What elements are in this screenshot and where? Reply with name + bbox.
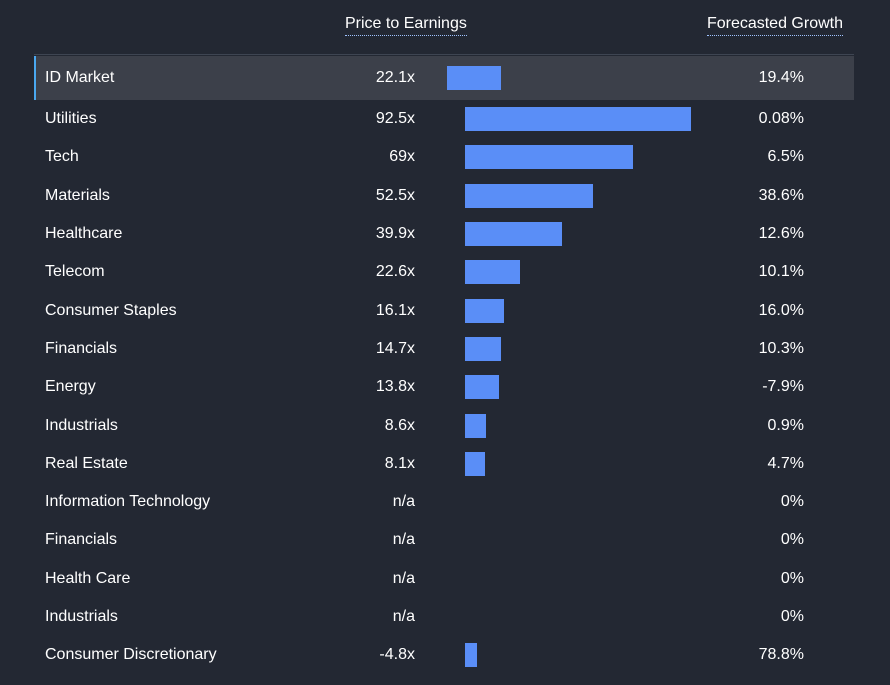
sector-row[interactable]: Telecom 22.6x 10.1%	[34, 253, 854, 291]
pe-column-header[interactable]: Price to Earnings	[345, 14, 467, 36]
pe-bar	[465, 145, 634, 170]
market-row[interactable]: ID Market 22.1x 19.4%	[34, 56, 854, 100]
sector-row[interactable]: Industrials n/a 0%	[34, 598, 854, 636]
pe-value: 14.7x	[375, 339, 415, 357]
row-label: Tech	[45, 148, 79, 166]
sector-row[interactable]: Financials n/a 0%	[34, 521, 854, 559]
pe-bar	[465, 336, 501, 361]
pe-bar	[465, 222, 563, 247]
sector-row[interactable]: Financials 14.7x 10.3%	[34, 330, 854, 368]
pe-value: -4.8x	[379, 646, 415, 664]
row-label: Energy	[45, 378, 96, 396]
growth-value: 0%	[780, 569, 804, 587]
row-label: Industrials	[45, 608, 118, 625]
pe-bar	[465, 107, 691, 132]
sector-row[interactable]: Materials 52.5x 38.6%	[34, 177, 854, 215]
row-label: Health Care	[45, 569, 131, 587]
pe-value: 16.1x	[375, 301, 415, 319]
growth-value: 0%	[780, 493, 804, 511]
growth-value: 10.1%	[758, 263, 804, 281]
pe-value: n/a	[392, 608, 415, 625]
pe-bar	[465, 643, 477, 668]
row-label: ID Market	[45, 69, 115, 86]
growth-value: 38.6%	[758, 186, 804, 204]
sector-row[interactable]: Healthcare 39.9x 12.6%	[34, 215, 854, 253]
pe-value: 13.8x	[375, 378, 415, 396]
row-label: Real Estate	[45, 454, 128, 472]
growth-value: 0%	[780, 608, 804, 625]
pe-bar	[465, 260, 521, 285]
pe-value: 52.5x	[375, 186, 415, 204]
pe-bar	[465, 413, 486, 438]
row-label: Consumer Discretionary	[45, 646, 217, 664]
pe-value: 8.6x	[384, 416, 415, 434]
sector-row[interactable]: Utilities 92.5x 0.08%	[34, 100, 854, 138]
row-label: Consumer Staples	[45, 301, 177, 319]
pe-bar	[465, 451, 485, 476]
growth-value: -7.9%	[762, 378, 804, 396]
pe-value: n/a	[392, 569, 415, 587]
pe-bar	[465, 183, 594, 208]
growth-value: 10.3%	[758, 339, 804, 357]
sector-row[interactable]: Information Technology n/a 0%	[34, 483, 854, 521]
growth-value: 0.9%	[767, 416, 804, 434]
pe-bar	[465, 375, 499, 400]
header-divider	[34, 54, 854, 55]
pe-value: 22.1x	[375, 69, 415, 86]
pe-value: n/a	[392, 493, 415, 511]
pe-value: 92.5x	[375, 110, 415, 128]
row-label: Telecom	[45, 263, 105, 281]
row-label: Utilities	[45, 110, 97, 128]
sector-row[interactable]: Consumer Discretionary -4.8x 78.8%	[34, 636, 854, 674]
pe-value: 39.9x	[375, 225, 415, 243]
growth-value: 4.7%	[767, 454, 804, 472]
growth-value: 19.4%	[758, 69, 804, 86]
growth-value: 16.0%	[758, 301, 804, 319]
row-label: Financials	[45, 531, 118, 549]
pe-value: n/a	[392, 531, 415, 549]
row-label: Information Technology	[45, 493, 211, 511]
sector-row[interactable]: Health Care n/a 0%	[34, 560, 854, 598]
row-label: Healthcare	[45, 225, 123, 243]
growth-column-header[interactable]: Forecasted Growth	[706, 14, 843, 36]
pe-value: 8.1x	[384, 454, 415, 472]
pe-bar	[447, 66, 501, 90]
row-label: Financials	[45, 339, 118, 357]
growth-value: 0%	[780, 531, 804, 549]
sector-pe-chart: ID Market 22.1x 19.4% Utilities 92.5x 0.08% Te…	[34, 56, 854, 674]
row-label: Industrials	[45, 416, 118, 434]
sector-row[interactable]: Industrials 8.6x 0.9%	[34, 406, 854, 444]
pe-value: 69x	[389, 148, 415, 166]
pe-value: 22.6x	[375, 263, 415, 281]
pe-bar	[465, 298, 505, 323]
growth-value: 6.5%	[767, 148, 804, 166]
growth-value: 0.08%	[758, 110, 804, 128]
sector-row[interactable]: Tech 69x 6.5%	[34, 138, 854, 176]
sector-row[interactable]: Consumer Staples 16.1x 16.0%	[34, 291, 854, 329]
growth-value: 12.6%	[758, 225, 804, 243]
row-label: Materials	[45, 186, 110, 204]
sector-row[interactable]: Real Estate 8.1x 4.7%	[34, 445, 854, 483]
growth-value: 78.8%	[758, 646, 804, 664]
sector-row[interactable]: Energy 13.8x -7.9%	[34, 368, 854, 406]
